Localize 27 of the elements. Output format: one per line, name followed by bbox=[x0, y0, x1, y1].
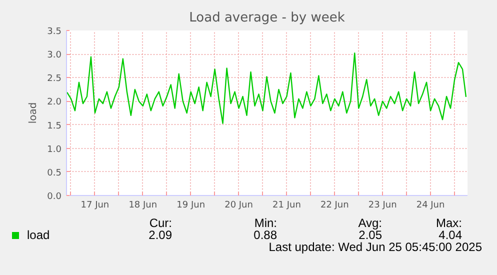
legend-label: load bbox=[26, 227, 50, 244]
x-tick-label: 20 Jun bbox=[224, 200, 253, 210]
y-axis-title: load bbox=[28, 102, 40, 124]
y-tick-label: 1.0 bbox=[47, 144, 62, 155]
y-tick-label: 2.0 bbox=[47, 98, 62, 108]
line-series bbox=[66, 52, 467, 124]
x-tick-label: 17 Jun bbox=[80, 200, 110, 210]
y-tick-label: 0.5 bbox=[47, 168, 62, 178]
text: Avg: bbox=[357, 215, 382, 230]
y-tick-label: 2.5 bbox=[47, 74, 62, 84]
x-tick-label: 22 Jun bbox=[320, 200, 349, 210]
x-tick-label: 24 Jun bbox=[416, 200, 445, 210]
text: Last update: Wed Jun 25 05:45:00 2025 bbox=[268, 240, 482, 256]
text: Max: bbox=[434, 215, 462, 230]
x-tick-label: 19 Jun bbox=[176, 200, 206, 210]
y-tick-label: 3.5 bbox=[47, 27, 62, 37]
x-tick-label: 21 Jun bbox=[272, 200, 301, 210]
y-tick-label: 1.5 bbox=[47, 121, 62, 132]
x-tick-label: 18 Jun bbox=[128, 200, 158, 210]
text: 4.04 bbox=[438, 228, 462, 242]
chart-title: Load average - by week bbox=[189, 10, 346, 26]
text: 2.09 bbox=[148, 228, 172, 244]
y-tick-label: 3.0 bbox=[47, 50, 62, 61]
y-tick-label: 0.0 bbox=[47, 192, 62, 202]
x-tick-label: 23 Jun bbox=[368, 200, 397, 210]
text: Cur: bbox=[148, 215, 172, 230]
text: 2.05 bbox=[358, 228, 382, 242]
